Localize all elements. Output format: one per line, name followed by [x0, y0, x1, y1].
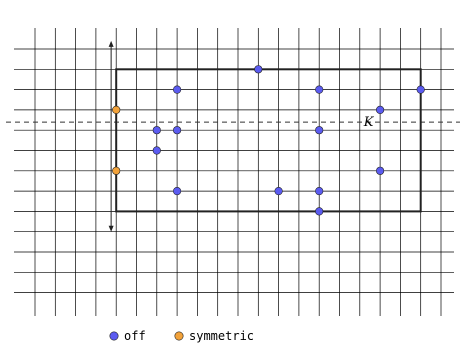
bounding-rectangle-outline [115, 68, 422, 213]
legend-symmetric-marker [174, 331, 184, 341]
symmetric-point [112, 166, 121, 175]
symmetric-point [112, 105, 121, 114]
off-point [173, 126, 182, 135]
off-point [315, 187, 324, 196]
legend-off-label: off [124, 329, 146, 343]
off-point [416, 85, 425, 94]
symmetry-axis: K [6, 115, 460, 130]
legend-off-marker [109, 331, 119, 341]
off-point [315, 207, 324, 216]
vertical-arrow [108, 40, 114, 232]
off-point [152, 126, 161, 135]
legend-symmetric-label: symmetric [189, 329, 254, 343]
off-point [173, 85, 182, 94]
bounding-rectangle [115, 68, 422, 213]
arrow-head-up-icon [108, 40, 114, 47]
off-point [274, 187, 283, 196]
legend: off symmetric [109, 329, 254, 343]
off-point [315, 126, 324, 135]
grid-lines [14, 28, 454, 316]
points [112, 65, 425, 216]
off-point [152, 146, 161, 155]
off-point [315, 85, 324, 94]
off-point [254, 65, 263, 74]
off-point [173, 187, 182, 196]
axis-label: K [363, 115, 375, 130]
off-point [376, 105, 385, 114]
off-point [376, 166, 385, 175]
arrow-head-down-icon [108, 225, 114, 232]
